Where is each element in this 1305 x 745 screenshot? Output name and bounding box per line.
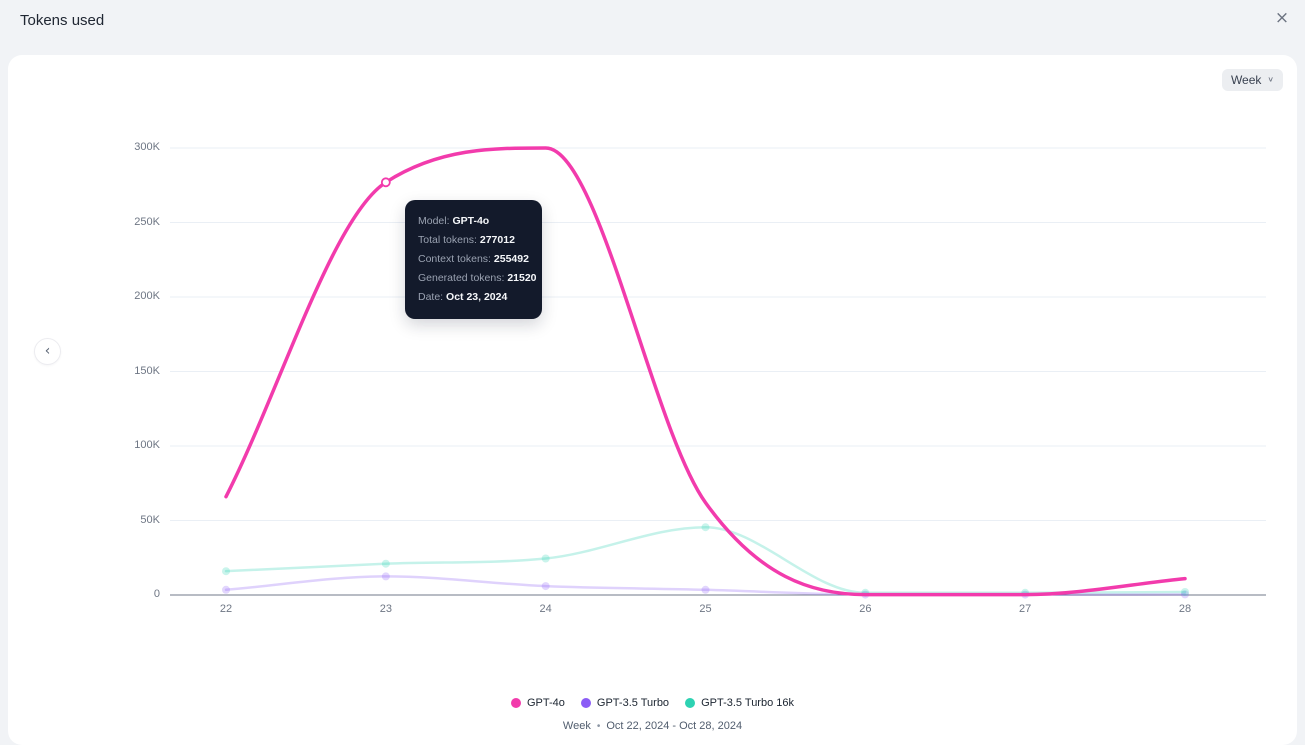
y-axis-tick-label: 300K bbox=[134, 141, 160, 153]
footer-separator: • bbox=[596, 720, 601, 732]
chevron-left-icon: ‹ bbox=[44, 343, 51, 359]
y-axis-tick-label: 50K bbox=[140, 513, 160, 526]
line-chart: 0 50K 100K 150K 200K 250K 300K 22 23 24 25 26 27 28 bbox=[134, 141, 1266, 615]
legend-item-gpt-4o: GPT-4o bbox=[511, 697, 565, 709]
y-axis-tick-label: 150K bbox=[134, 364, 160, 377]
chevron-down-icon: ∨ bbox=[1267, 76, 1274, 84]
legend-item-gpt-35-turbo: GPT-3.5 Turbo bbox=[580, 697, 670, 709]
footer-period: Week bbox=[562, 720, 591, 732]
legend-label: GPT-3.5 Turbo bbox=[596, 697, 670, 709]
legend: GPT-4o GPT-3.5 Turbo GPT-3.5 Turbo 16k bbox=[8, 693, 1297, 713]
period-dropdown-value: Week bbox=[1230, 73, 1262, 87]
prev-page-button[interactable]: ‹ bbox=[34, 338, 61, 365]
footer-date-range: Oct 22, 2024 - Oct 28, 2024 bbox=[606, 720, 743, 732]
legend-label: GPT-4o bbox=[527, 697, 565, 709]
x-axis-tick-label: 23 bbox=[379, 603, 392, 615]
period-dropdown[interactable]: Week ∨ bbox=[1221, 69, 1283, 91]
close-button[interactable]: × bbox=[1270, 6, 1294, 30]
x-axis-tick-label: 27 bbox=[1019, 603, 1032, 615]
x-axis-tick-label: 22 bbox=[219, 603, 233, 615]
tooltip-row: Model: GPT-4o bbox=[418, 215, 490, 227]
legend-item-gpt-35-turbo-16k: GPT-3.5 Turbo 16k bbox=[685, 697, 794, 709]
x-axis-tick-label: 28 bbox=[1178, 603, 1192, 615]
legend-dot bbox=[580, 698, 591, 708]
tooltip-row: Date: Oct 23, 2024 bbox=[418, 291, 508, 303]
x-axis-tick-label: 25 bbox=[699, 603, 712, 615]
legend-label: GPT-3.5 Turbo 16k bbox=[701, 697, 794, 709]
y-axis-tick-label: 0 bbox=[153, 588, 160, 600]
y-axis-tick-label: 100K bbox=[134, 439, 160, 451]
chart-footer: Week • Oct 22, 2024 - Oct 28, 2024 bbox=[8, 720, 1297, 732]
x-axis-tick-label: 26 bbox=[859, 603, 872, 615]
tooltip-row: Total tokens: 277012 bbox=[418, 234, 515, 246]
y-axis-tick-label: 200K bbox=[134, 290, 160, 302]
chart-canvas bbox=[170, 146, 1266, 599]
x-axis-tick-label: 24 bbox=[539, 603, 552, 615]
close-icon: × bbox=[1274, 8, 1290, 28]
y-axis-tick-label: 250K bbox=[134, 215, 160, 228]
chart-panel: Week ∨ ‹ 0 50K 100K 150K 200K 250K 300K 22 23 24 2… bbox=[8, 55, 1297, 745]
chart-tooltip: Model: GPT-4o Total tokens: 277012 Conte… bbox=[405, 200, 542, 319]
legend-dot bbox=[511, 698, 521, 708]
tooltip-row: Context tokens: 255492 bbox=[418, 253, 529, 265]
tooltip-row: Generated tokens: 21520 bbox=[418, 272, 537, 284]
page-title: Tokens used bbox=[20, 12, 105, 29]
modal-header: Tokens used × bbox=[0, 0, 1305, 55]
legend-dot bbox=[685, 698, 696, 708]
